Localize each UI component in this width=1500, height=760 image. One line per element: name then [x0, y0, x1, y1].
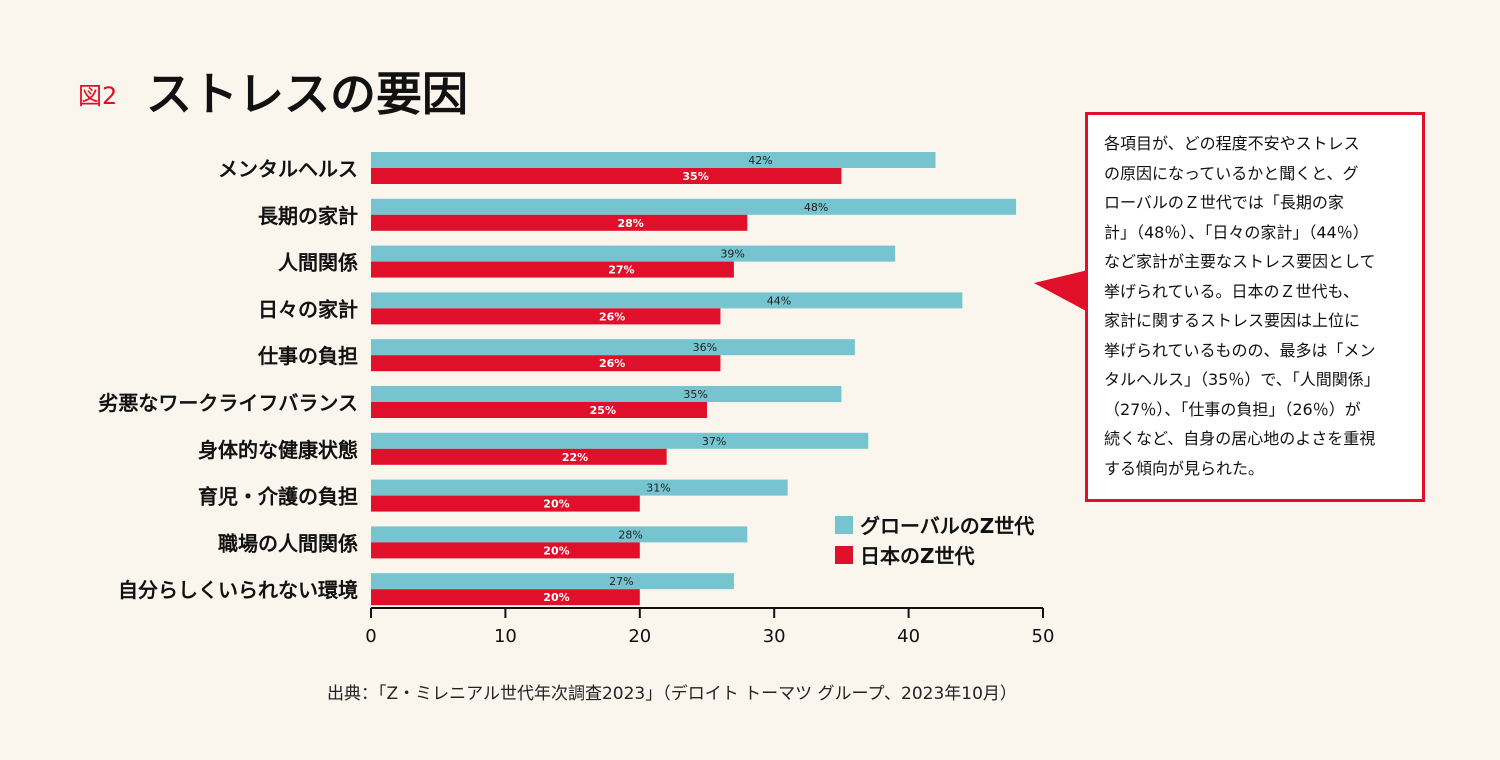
category-label: 劣悪なワークライフバランス: [98, 391, 358, 415]
bar-global: [371, 152, 936, 168]
category-label: メンタルヘルス: [218, 157, 358, 181]
value-label-japan: 22%: [562, 451, 588, 464]
bar-global: [371, 386, 842, 402]
callout-pointer-shape: [1034, 270, 1088, 312]
value-label-japan: 20%: [543, 591, 569, 604]
note-line: 計」（48％）、「日々の家計」（44％）: [1104, 222, 1369, 242]
bar-japan: [371, 448, 667, 465]
bar-global: [371, 245, 896, 262]
legend-swatch: [835, 546, 853, 564]
category-label: 日々の家計: [258, 297, 358, 321]
value-label-global: 42%: [748, 154, 772, 167]
note-line: 続くなど、自身の居心地のよさを重視: [1104, 429, 1376, 448]
note-line: の原因になっているかと聞くと、グ: [1104, 163, 1359, 183]
note-line: 家計に関するストレス要因は上位に: [1104, 311, 1361, 330]
value-label-japan: 28%: [617, 217, 643, 230]
value-label-japan: 26%: [599, 357, 625, 370]
category-label: 仕事の負担: [257, 344, 358, 368]
note-line: タルヘルス」（35％）で、「人間関係」: [1104, 370, 1380, 389]
bar-japan: [371, 402, 707, 418]
category-label: 長期の家計: [258, 204, 358, 228]
x-tick-label: 40: [897, 626, 920, 647]
value-label-global: 36%: [693, 341, 717, 354]
x-axis: 0 10 20 30 40 50: [365, 607, 1055, 647]
note-box: 各項目が、どの程度不安やストレス の原因になっているかと聞くと、グ ローバルのＺ…: [1085, 112, 1425, 502]
category-label: 人間関係: [278, 251, 358, 275]
value-label-japan: 35%: [682, 170, 708, 183]
value-label-global: 27%: [609, 575, 633, 588]
bar-global: [371, 573, 734, 590]
value-label-japan: 25%: [590, 404, 616, 417]
bar-global: [371, 292, 963, 309]
bar-japan: [371, 214, 748, 231]
legend-label: グローバルのZ世代: [860, 514, 1034, 538]
bar-global: [371, 198, 1017, 215]
bar-japan: [371, 589, 640, 606]
bar-global: [371, 339, 855, 356]
bar-japan: [371, 308, 721, 325]
value-label-global: 39%: [720, 248, 744, 261]
note-line: 挙げられている。日本のＺ世代も、: [1104, 281, 1360, 301]
chart-title: ストレスの要因: [146, 67, 468, 121]
source-note: 出典：「Z・ミレニアル世代年次調査2023」（デロイト トーマツ グループ、20…: [327, 683, 1017, 704]
value-label-japan: 20%: [543, 544, 569, 557]
bar-japan: [371, 168, 842, 184]
category-label: 職場の人間関係: [218, 531, 358, 555]
bar-japan: [371, 261, 734, 278]
value-label-global: 28%: [618, 528, 642, 541]
note-line: ローバルのＺ世代では「長期の家: [1104, 193, 1344, 212]
legend-label: 日本のZ世代: [860, 544, 975, 568]
note-line: など家計が主要なストレス要因として: [1104, 252, 1376, 271]
note-line: 各項目が、どの程度不安やストレス: [1104, 134, 1360, 153]
value-label-global: 44%: [767, 294, 791, 307]
bar-global: [371, 526, 748, 543]
x-tick-label: 0: [365, 626, 376, 647]
bar-japan: [371, 495, 640, 512]
bar-global: [371, 479, 788, 496]
bar-global: [371, 432, 869, 449]
x-tick-label: 10: [494, 626, 517, 647]
note-line: 挙げられているものの、最多は「メン: [1104, 340, 1376, 360]
value-label-japan: 27%: [608, 264, 634, 277]
bar-japan: [371, 542, 640, 559]
callout-pointer: [1034, 270, 1088, 312]
figure-label: 図2: [78, 82, 117, 110]
value-label-global: 31%: [646, 482, 670, 495]
value-label-global: 37%: [702, 435, 726, 448]
value-label-global: 48%: [804, 201, 828, 214]
x-tick-label: 30: [763, 626, 786, 647]
value-label-japan: 26%: [599, 310, 625, 323]
value-label-japan: 20%: [543, 498, 569, 511]
note-line: （27％）、「仕事の負担」（26％）が: [1104, 399, 1361, 419]
category-label: 育児・介護の負担: [198, 485, 358, 509]
note-line: する傾向が見られた。: [1104, 458, 1265, 478]
bar-japan: [371, 355, 721, 372]
category-label: 自分らしくいられない環境: [118, 578, 358, 602]
category-label: 身体的な健康状態: [198, 438, 358, 462]
x-tick-label: 50: [1032, 626, 1055, 647]
value-label-global: 35%: [683, 388, 707, 401]
bars-layer: メンタルヘルス 42% 35% 長期の家計 48% 28% 人間関係 39% 27% 日々の家計 4…: [98, 152, 1017, 606]
legend-swatch: [835, 516, 853, 534]
x-tick-label: 20: [628, 626, 651, 647]
